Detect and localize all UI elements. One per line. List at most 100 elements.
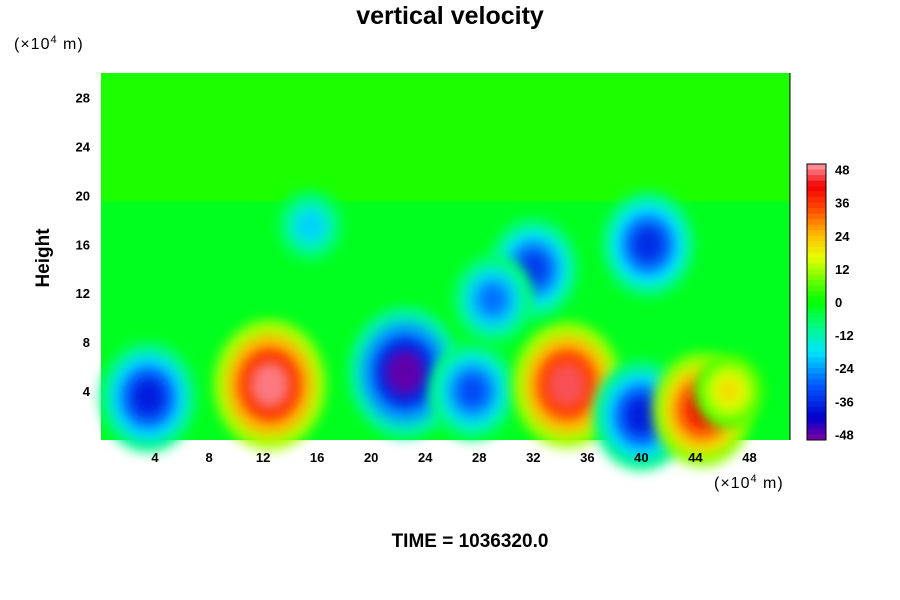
x-tick-label: 28 <box>472 450 486 465</box>
velocity-cell-2-level-3 <box>385 350 425 396</box>
x-unit-label: (×104 m) <box>714 473 784 493</box>
velocity-cell-5-level-3 <box>624 396 659 435</box>
velocity-cell-3-level-3 <box>457 374 488 409</box>
x-tick-label: 4 <box>151 450 159 465</box>
colorbar-segment <box>807 379 826 386</box>
colorbar-segment <box>807 197 826 203</box>
velocity-cell-1-level-3 <box>250 362 290 408</box>
colorbar-segment <box>807 164 826 170</box>
colorbar-tick-label: 24 <box>835 229 850 244</box>
y-tick-label: 8 <box>83 335 90 350</box>
colorbar-segment <box>807 434 826 441</box>
colorbar-segment <box>807 246 826 253</box>
colorbar-segment <box>807 406 826 413</box>
y-tick-label: 20 <box>76 188 90 203</box>
colorbar-segment <box>807 357 826 364</box>
colorbar-tick-label: 48 <box>835 163 849 178</box>
colorbar-segment <box>807 373 826 380</box>
x-tick-label: 32 <box>526 450 540 465</box>
x-unit-exponent: 4 <box>750 473 758 485</box>
colorbar-tick-label: 0 <box>835 295 842 310</box>
x-tick-label: 24 <box>418 450 433 465</box>
colorbar-segment <box>807 208 826 214</box>
x-tick-label: 16 <box>310 450 324 465</box>
colorbar-segment <box>807 263 826 270</box>
colorbar-segment <box>807 230 826 237</box>
colorbar-tick-label: -36 <box>835 394 854 409</box>
x-tick-label: 20 <box>364 450 378 465</box>
colorbar-segment <box>807 296 826 303</box>
colorbar-segment <box>807 175 826 181</box>
colorbar-segment <box>807 224 826 231</box>
colorbar-segment <box>807 213 826 220</box>
time-label: TIME = 1036320.0 <box>391 531 549 552</box>
colorbar-segment <box>807 313 826 319</box>
colorbar-segment <box>807 423 826 430</box>
colorbar-segment <box>807 186 826 192</box>
velocity-cell-4-level-3 <box>548 362 587 407</box>
colorbar-segment <box>807 401 826 408</box>
velocity-cell-7-level-3 <box>717 378 742 404</box>
colorbar-segment <box>807 395 826 402</box>
x-tick-label: 48 <box>742 450 756 465</box>
y-tick-label: 16 <box>76 237 90 252</box>
x-tick-label: 36 <box>580 450 594 465</box>
colorbar-segment <box>807 268 826 275</box>
colorbar-tick-label: -48 <box>835 427 854 442</box>
x-unit-prefix: (×10 <box>714 475 751 492</box>
colorbar-segment <box>807 384 826 391</box>
y-unit-prefix: (×10 <box>14 36 51 53</box>
colorbar-segment <box>807 324 826 330</box>
colorbar-tick-label: -24 <box>835 361 855 376</box>
y-unit-suffix: m) <box>57 36 84 53</box>
colorbar-segment <box>807 235 826 242</box>
colorbar-segment <box>807 257 826 264</box>
colorbar-segment <box>807 351 826 358</box>
colorbar-tick-label: 12 <box>835 262 849 277</box>
colorbar-segment <box>807 274 826 281</box>
colorbar-segment <box>807 180 826 187</box>
colorbar-segment <box>807 417 826 424</box>
y-tick-label: 4 <box>83 384 91 399</box>
velocity-cell-10-level-3 <box>478 283 507 315</box>
colorbar-segment <box>807 340 826 347</box>
y-tick-label: 28 <box>76 90 90 105</box>
colorbar-segment <box>807 252 826 259</box>
x-tick-label: 40 <box>634 450 648 465</box>
colorbar-segment <box>807 302 826 308</box>
colorbar-segment <box>807 335 826 341</box>
colorbar-segment <box>807 285 826 292</box>
y-unit-exponent: 4 <box>50 34 58 46</box>
y-tick-label: 12 <box>76 286 90 301</box>
y-unit-label: (×104 m) <box>14 34 84 54</box>
y-tick-label: 24 <box>76 139 91 154</box>
colorbar-segment <box>807 219 826 226</box>
colorbar-segment <box>807 290 826 297</box>
colorbar-segment <box>807 202 826 209</box>
x-tick-label: 12 <box>256 450 270 465</box>
x-unit-suffix: m) <box>757 475 784 492</box>
chart-title: vertical velocity <box>356 2 544 30</box>
colorbar-tick-label: -12 <box>835 328 854 343</box>
colorbar-segment <box>807 318 826 325</box>
colorbar-segment <box>807 191 826 198</box>
velocity-cell-0-level-3 <box>131 378 166 417</box>
colorbar-segment <box>807 368 826 375</box>
colorbar-segment <box>807 241 826 248</box>
colorbar-segment <box>807 346 826 352</box>
colorbar-segment <box>807 428 826 435</box>
x-tick-label: 8 <box>205 450 212 465</box>
colorbar-segment <box>807 412 826 419</box>
colorbar-segment <box>807 390 826 397</box>
velocity-cell-11-level-3 <box>298 213 323 239</box>
colorbar-segment <box>807 279 826 286</box>
velocity-cell-8-level-3 <box>631 225 665 263</box>
colorbar-tick-label: 36 <box>835 196 849 211</box>
colorbar-segment <box>807 329 826 336</box>
colorbar-segment <box>807 169 826 176</box>
colorbar-segment <box>807 307 826 314</box>
x-tick-label: 44 <box>688 450 703 465</box>
colorbar-frame <box>806 163 827 441</box>
